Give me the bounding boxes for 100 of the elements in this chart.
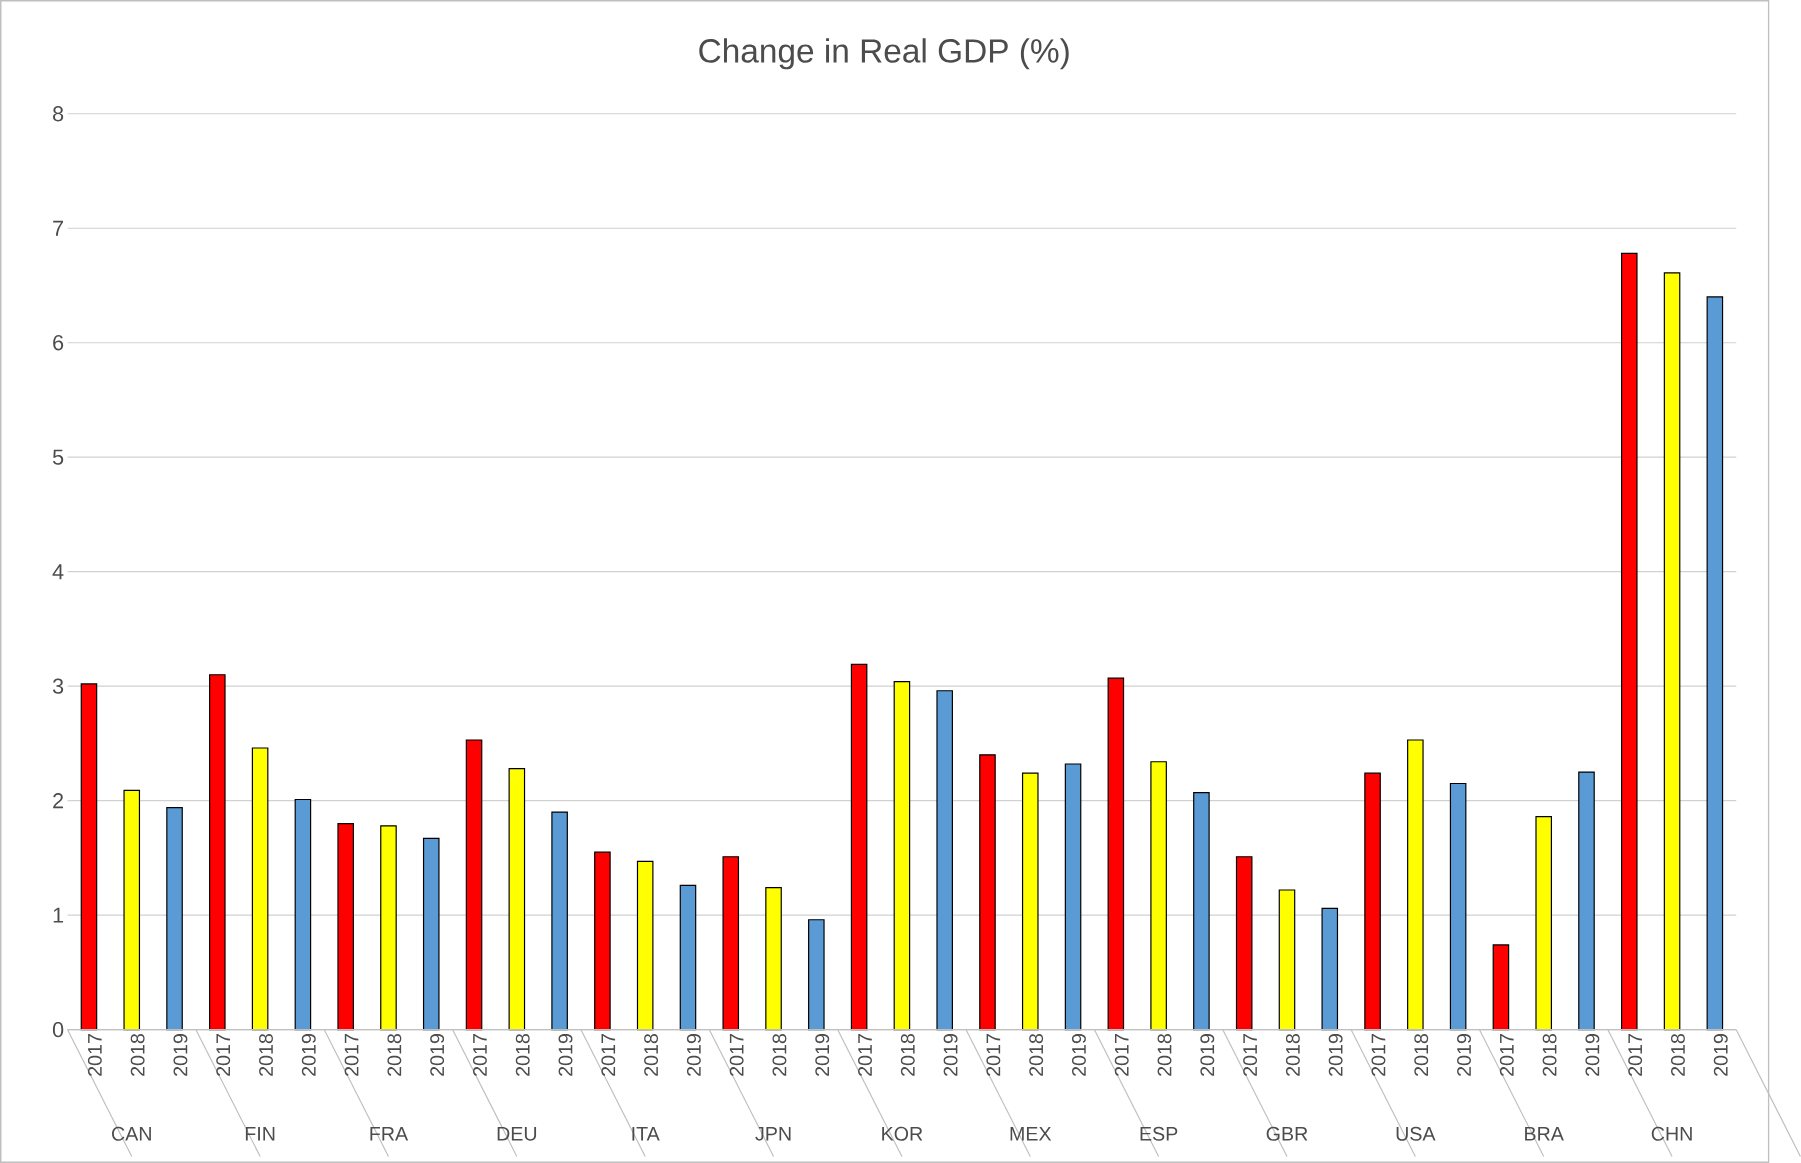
bar: [166, 806, 183, 1031]
y-tick-label: 4: [52, 564, 64, 580]
bar: [1321, 907, 1339, 1031]
bar: [380, 825, 397, 1031]
y-tick-label: 5: [52, 449, 64, 465]
text: 2019: [430, 1034, 445, 1076]
bar: [1663, 272, 1681, 1031]
bar: [1150, 761, 1167, 1031]
bar: [765, 887, 782, 1031]
text: 2018: [259, 1033, 273, 1076]
text: 2019: [1200, 1034, 1215, 1076]
text: 2017: [344, 1034, 359, 1076]
text: 2019: [301, 1034, 316, 1076]
text: 2018: [1029, 1033, 1044, 1076]
text: 2019: [1072, 1034, 1086, 1076]
x-tick-label: MEX: [1010, 1127, 1052, 1141]
text: 2019: [1585, 1034, 1600, 1076]
text: 2018: [1542, 1033, 1557, 1076]
text: 2018: [900, 1033, 915, 1076]
x-tick-label: JPN: [755, 1126, 791, 1141]
bar: [893, 681, 911, 1031]
text: 2019: [173, 1034, 188, 1076]
text: 2017: [729, 1034, 744, 1076]
bar: [1193, 792, 1210, 1031]
x-tick-label: KOR: [882, 1126, 923, 1141]
y-tick-label: 1: [53, 907, 64, 923]
x-tick-label: ESP: [1140, 1126, 1178, 1141]
bar: [422, 837, 440, 1031]
bar: [465, 739, 483, 1031]
text: 2017: [216, 1034, 231, 1076]
bar: [1492, 944, 1510, 1031]
text: 2017: [87, 1034, 102, 1076]
x-tick-label: USA: [1396, 1126, 1436, 1141]
y-tick-label: 7: [53, 220, 64, 236]
bar: [1407, 739, 1424, 1031]
bar: [1364, 772, 1381, 1031]
text: 2017: [1114, 1034, 1129, 1076]
text: 2017: [472, 1034, 487, 1076]
x-tick-label: GBR: [1266, 1126, 1308, 1141]
text: 2018: [772, 1033, 787, 1076]
text: 2017: [1371, 1034, 1386, 1076]
x-tick-label: ITA: [632, 1127, 660, 1141]
bar: [123, 789, 141, 1031]
bar: [679, 884, 697, 1031]
bar: [80, 683, 98, 1031]
text: 2018: [1157, 1033, 1172, 1076]
text: 2017: [1628, 1034, 1643, 1076]
y-tick-label: 6: [53, 335, 64, 351]
bar: [1578, 771, 1595, 1031]
text: 2019: [1713, 1034, 1728, 1076]
bar: [551, 811, 568, 1031]
text: 2017: [986, 1034, 1001, 1076]
x-tick-label: FRA: [370, 1127, 409, 1141]
text: 2018: [1414, 1033, 1429, 1076]
bar: [936, 690, 953, 1031]
bar: [1235, 856, 1253, 1031]
bar: [1021, 772, 1039, 1031]
bar: [808, 919, 825, 1031]
chart-title: Change in Real GDP (%): [699, 38, 1069, 70]
x-tick-label: CAN: [112, 1126, 151, 1141]
bar: [1620, 252, 1638, 1031]
bar: [1535, 816, 1552, 1031]
text: 2019: [815, 1034, 830, 1076]
y-tick-label: 2: [53, 793, 64, 809]
bar: [294, 798, 312, 1031]
bar: [979, 754, 996, 1031]
bar: [1107, 677, 1125, 1031]
bar: [508, 768, 526, 1031]
bar: [594, 851, 611, 1031]
bar: [1706, 296, 1724, 1031]
text: 2018: [515, 1033, 530, 1076]
text: 2019: [1328, 1034, 1343, 1076]
y-tick-label: 0: [52, 1021, 64, 1038]
text: 2018: [387, 1033, 402, 1076]
bar: [251, 747, 269, 1031]
bar: [1064, 763, 1082, 1031]
bar: [337, 822, 354, 1031]
text: 2019: [943, 1034, 958, 1076]
text: 2017: [1499, 1034, 1514, 1076]
text: 2017: [858, 1034, 872, 1076]
bar: [722, 856, 740, 1031]
text: 2017: [601, 1034, 616, 1076]
x-tick-label: BRA: [1525, 1127, 1564, 1141]
text: 2018: [130, 1033, 145, 1076]
bar: [1449, 782, 1467, 1031]
y-tick-label: 3: [52, 678, 64, 694]
text: 2019: [686, 1034, 701, 1076]
bar: [209, 674, 226, 1031]
text: 2019: [558, 1034, 573, 1076]
text: 2017: [1243, 1034, 1258, 1076]
bar: [850, 663, 868, 1031]
y-tick-label: 8: [53, 106, 64, 122]
text: 2018: [1285, 1033, 1300, 1076]
text: 2018: [644, 1033, 659, 1076]
bar: [1278, 889, 1296, 1031]
text: 2019: [1457, 1034, 1471, 1076]
x-tick-label: CHN: [1651, 1126, 1692, 1141]
bar: [636, 860, 654, 1031]
x-tick-label: DEU: [497, 1126, 537, 1141]
text: 2018: [1671, 1033, 1685, 1076]
